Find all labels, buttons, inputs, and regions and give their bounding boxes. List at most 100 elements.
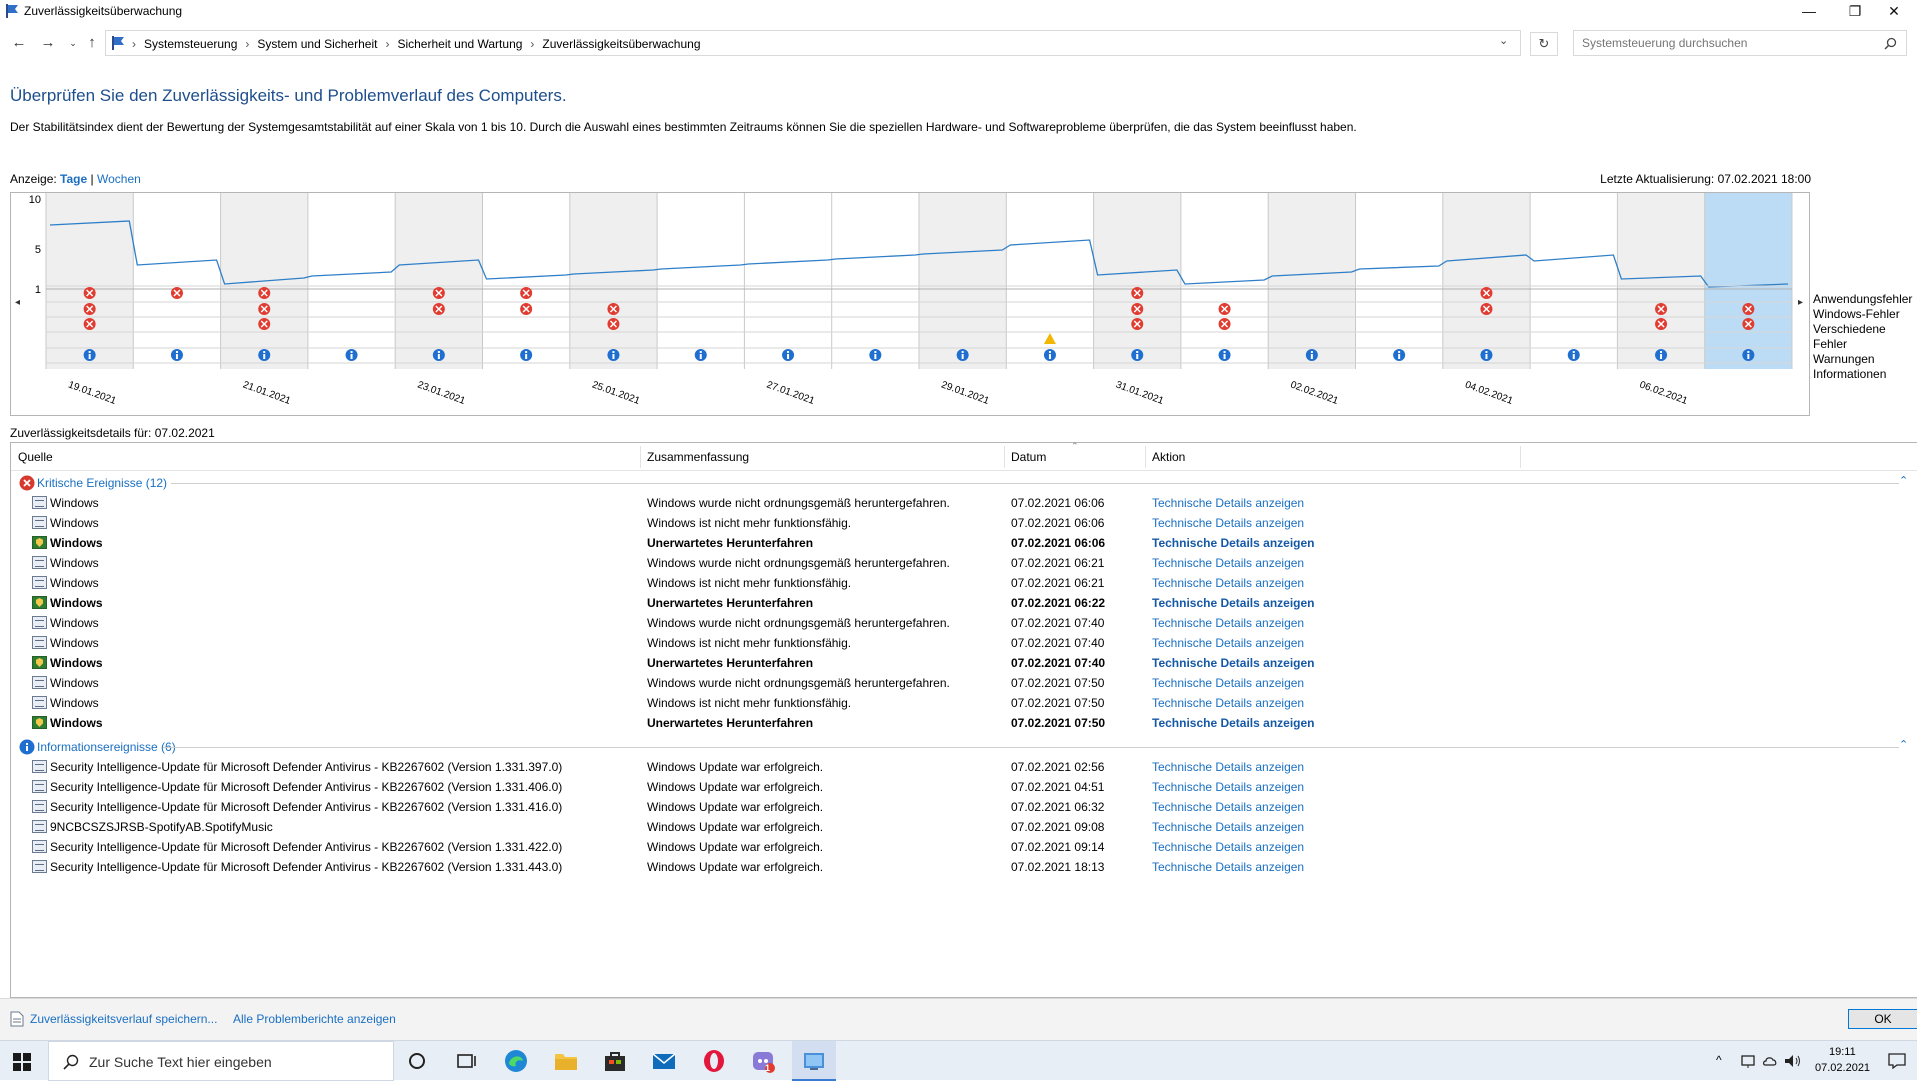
technical-details-link[interactable]: Technische Details anzeigen [1152,536,1315,550]
cortana-icon[interactable] [405,1049,429,1073]
network-icon[interactable] [1740,1053,1756,1069]
table-row[interactable]: Windows Windows ist nicht mehr funktionsf… [11,693,1911,713]
day-column[interactable] [1093,193,1181,369]
breadcrumb-item-systemsteuerung[interactable]: Systemsteuerung [144,37,238,51]
day-column[interactable] [1617,193,1705,369]
store-icon[interactable] [603,1049,627,1073]
column-divider[interactable] [1004,446,1005,468]
table-row[interactable]: Security Intelligence-Update für Microso… [11,857,1911,877]
column-header-zusammenfassung[interactable]: Zusammenfassung [647,450,750,464]
technical-details-link[interactable]: Technische Details anzeigen [1152,840,1305,854]
table-row[interactable]: Security Intelligence-Update für Microso… [11,797,1911,817]
address-bar[interactable]: › Systemsteuerung › System und Sicherhei… [105,30,1521,56]
search-icon[interactable] [1884,37,1897,50]
windows-start-icon[interactable] [13,1053,31,1071]
technical-details-link[interactable]: Technische Details anzeigen [1152,596,1315,610]
technical-details-link[interactable]: Technische Details anzeigen [1152,676,1305,690]
onedrive-icon[interactable] [1762,1053,1778,1069]
technical-details-link[interactable]: Technische Details anzeigen [1152,820,1305,834]
breadcrumb-item-system-und-sicherheit[interactable]: System und Sicherheit [257,37,378,51]
technical-details-link[interactable]: Technische Details anzeigen [1152,496,1305,510]
technical-details-link[interactable]: Technische Details anzeigen [1152,556,1305,570]
group-header-informationsereignisse[interactable]: Informationsereignisse (6) [19,739,176,755]
save-history-link[interactable]: Zuverlässigkeitsverlauf speichern... [30,1012,218,1026]
forward-arrow-icon[interactable]: → [40,34,56,51]
technical-details-link[interactable]: Technische Details anzeigen [1152,616,1305,630]
maximize-button[interactable]: ❐ [1848,3,1862,19]
table-row[interactable]: Security Intelligence-Update für Microso… [11,757,1911,777]
table-row[interactable]: Windows Windows wurde nicht ordnungsgemäß… [11,673,1911,693]
recent-locations-chevron-icon[interactable]: ⌄ [69,38,77,48]
table-row[interactable]: Windows Windows ist nicht mehr funktionsf… [11,513,1911,533]
breadcrumb-item-sicherheit-und-wartung[interactable]: Sicherheit und Wartung [397,37,523,51]
day-column[interactable] [133,193,221,369]
day-column[interactable] [1268,193,1356,369]
day-column[interactable] [919,193,1007,369]
scroll-left-arrow-icon[interactable]: ◂ [15,297,20,308]
refresh-icon[interactable]: ↻ [1530,32,1558,56]
day-column[interactable] [1530,193,1618,369]
search-input[interactable] [1574,31,1864,55]
day-column[interactable] [744,193,832,369]
address-dropdown-chevron-icon[interactable]: ⌄ [1499,35,1509,47]
edge-browser-icon[interactable] [504,1049,528,1073]
technical-details-link[interactable]: Technische Details anzeigen [1152,576,1305,590]
table-row[interactable]: Windows Unerwartetes Herunterfahren 07.02.… [11,713,1911,733]
volume-icon[interactable] [1784,1053,1802,1069]
day-column[interactable] [46,193,134,369]
group-header-kritische-ereignisse[interactable]: Kritische Ereignisse (12) [19,475,167,491]
table-row[interactable]: Windows Unerwartetes Herunterfahren 07.02.… [11,593,1911,613]
column-header-quelle[interactable]: Quelle [18,450,53,464]
column-header-aktion[interactable]: Aktion [1152,450,1186,464]
table-row[interactable]: Windows Windows wurde nicht ordnungsgemäß… [11,613,1911,633]
day-column[interactable] [1442,193,1531,369]
collapse-group-chevron-icon[interactable]: ⌃ [1899,475,1909,487]
stability-chart[interactable]: 10 5 1 19.01.2021 21.01.2021 23.01.2021 25.01.… [10,192,1810,416]
table-row[interactable]: Windows Unerwartetes Herunterfahren 07.02.… [11,653,1911,673]
table-row[interactable]: Windows Windows ist nicht mehr funktionsf… [11,633,1911,653]
breadcrumb-item-zuverlaessigkeitsueberwachung[interactable]: Zuverlässigkeitsüberwachung [542,37,701,51]
table-row[interactable]: Windows Unerwartetes Herunterfahren 07.02.… [11,533,1911,553]
table-row[interactable]: 9NCBCSZSJRSB-SpotifyAB.SpotifyMusic Windo… [11,817,1911,837]
technical-details-link[interactable]: Technische Details anzeigen [1152,696,1305,710]
minimize-button[interactable]: — [1802,3,1816,19]
day-column[interactable] [569,193,658,369]
day-column[interactable] [657,193,745,369]
taskbar-clock-time[interactable]: 19:11 [1829,1046,1856,1058]
opera-browser-icon[interactable] [702,1049,726,1073]
warning-icon[interactable] [1043,333,1056,344]
day-column[interactable] [482,193,570,369]
selected-day-column[interactable] [1704,193,1792,369]
day-column[interactable] [395,193,483,369]
table-row[interactable]: Windows Windows wurde nicht ordnungsgemäß… [11,553,1911,573]
day-column[interactable] [1355,193,1443,369]
up-arrow-icon[interactable]: ↑ [88,34,96,51]
table-row[interactable]: Windows Windows wurde nicht ordnungsgemäß… [11,493,1911,513]
column-divider[interactable] [640,446,641,468]
discord-icon[interactable] [751,1049,775,1073]
tray-chevron-icon[interactable]: ^ [1716,1053,1722,1067]
table-row[interactable]: Windows Windows ist nicht mehr funktionsf… [11,573,1911,593]
taskbar-clock-date[interactable]: 07.02.2021 [1815,1062,1871,1074]
day-column[interactable] [831,193,919,369]
task-view-icon[interactable] [454,1049,478,1073]
technical-details-link[interactable]: Technische Details anzeigen [1152,760,1305,774]
file-explorer-icon[interactable] [554,1049,578,1073]
scroll-right-arrow-icon[interactable]: ▸ [1798,297,1803,308]
notification-center-icon[interactable] [1888,1053,1906,1069]
technical-details-link[interactable]: Technische Details anzeigen [1152,780,1305,794]
technical-details-link[interactable]: Technische Details anzeigen [1152,800,1305,814]
column-divider[interactable] [1520,446,1521,468]
mail-icon[interactable] [652,1049,676,1073]
table-row[interactable]: Security Intelligence-Update für Microso… [11,777,1911,797]
collapse-group-chevron-icon[interactable]: ⌃ [1899,739,1909,751]
view-weeks-link[interactable]: Wochen [96,172,141,186]
all-problem-reports-link[interactable]: Alle Problemberichte anzeigen [233,1012,396,1026]
close-button[interactable]: ✕ [1888,3,1900,19]
taskbar-search-box[interactable]: Zur Suche Text hier eingeben [48,1041,394,1081]
table-row[interactable]: Security Intelligence-Update für Microso… [11,837,1911,857]
technical-details-link[interactable]: Technische Details anzeigen [1152,656,1315,670]
technical-details-link[interactable]: Technische Details anzeigen [1152,716,1315,730]
column-header-datum[interactable]: Datum [1011,450,1047,464]
technical-details-link[interactable]: Technische Details anzeigen [1152,516,1305,530]
